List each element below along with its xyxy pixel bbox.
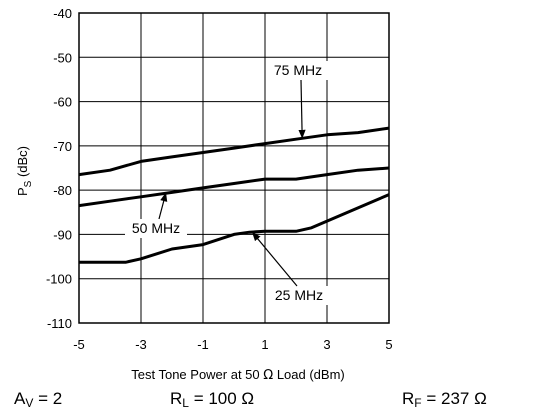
- callout-bg-25-mhz: [268, 286, 330, 305]
- callout-bg-75-mhz: [266, 61, 329, 80]
- callout-arrow-50-mhz: [158, 192, 168, 220]
- series-label-50-mhz: 50 MHz: [132, 220, 180, 236]
- series-label-75-mhz: 75 MHz: [274, 62, 322, 78]
- x-tick-label: 5: [385, 337, 392, 352]
- y-tick-label: -40: [53, 6, 72, 21]
- series-line-25-mhz: [79, 193, 390, 264]
- x-tick-label: 1: [261, 337, 268, 352]
- y-tick-label: -60: [53, 95, 72, 110]
- y-tick-label: -50: [53, 50, 72, 65]
- y-tick-label: -90: [53, 227, 72, 242]
- series-lines: [78, 126, 390, 264]
- plot-frame: [78, 12, 390, 324]
- condition-load-resistance: RL = 100 Ω: [170, 389, 255, 410]
- series-label-25-mhz: 25 MHz: [275, 287, 323, 303]
- y-tick-label: -80: [53, 183, 72, 198]
- x-tick-label: -5: [73, 337, 85, 352]
- callout-arrow-75-mhz: [298, 79, 306, 139]
- callouts: 75 MHz 50 MHz 25 MHz: [125, 61, 330, 305]
- callout-arrow-25-mhz: [252, 231, 298, 287]
- callout-bg-50-mhz: [125, 219, 187, 238]
- x-tick-label: 3: [323, 337, 330, 352]
- condition-feedback-resistance: RF = 237 Ω: [402, 389, 487, 410]
- condition-gain: AV = 2: [14, 389, 63, 410]
- y-axis-title: PS (dBc): [15, 146, 34, 196]
- series-line-50-mhz: [78, 166, 390, 208]
- y-tick-label: -110: [47, 316, 72, 331]
- y-tick-label: -100: [46, 272, 72, 287]
- x-axis-title: Test Tone Power at 50 Ω Load (dBm): [131, 367, 345, 383]
- grid: [78, 12, 390, 324]
- x-tick-label: -1: [197, 337, 209, 352]
- y-tick-label: -70: [53, 139, 72, 154]
- series-line-75-mhz: [78, 126, 390, 177]
- tick-labels: -5 -3 -1 1 3 5 -40 -50 -60 -70 -80 -90 -100 -110: [46, 6, 393, 352]
- x-tick-label: -3: [135, 337, 147, 352]
